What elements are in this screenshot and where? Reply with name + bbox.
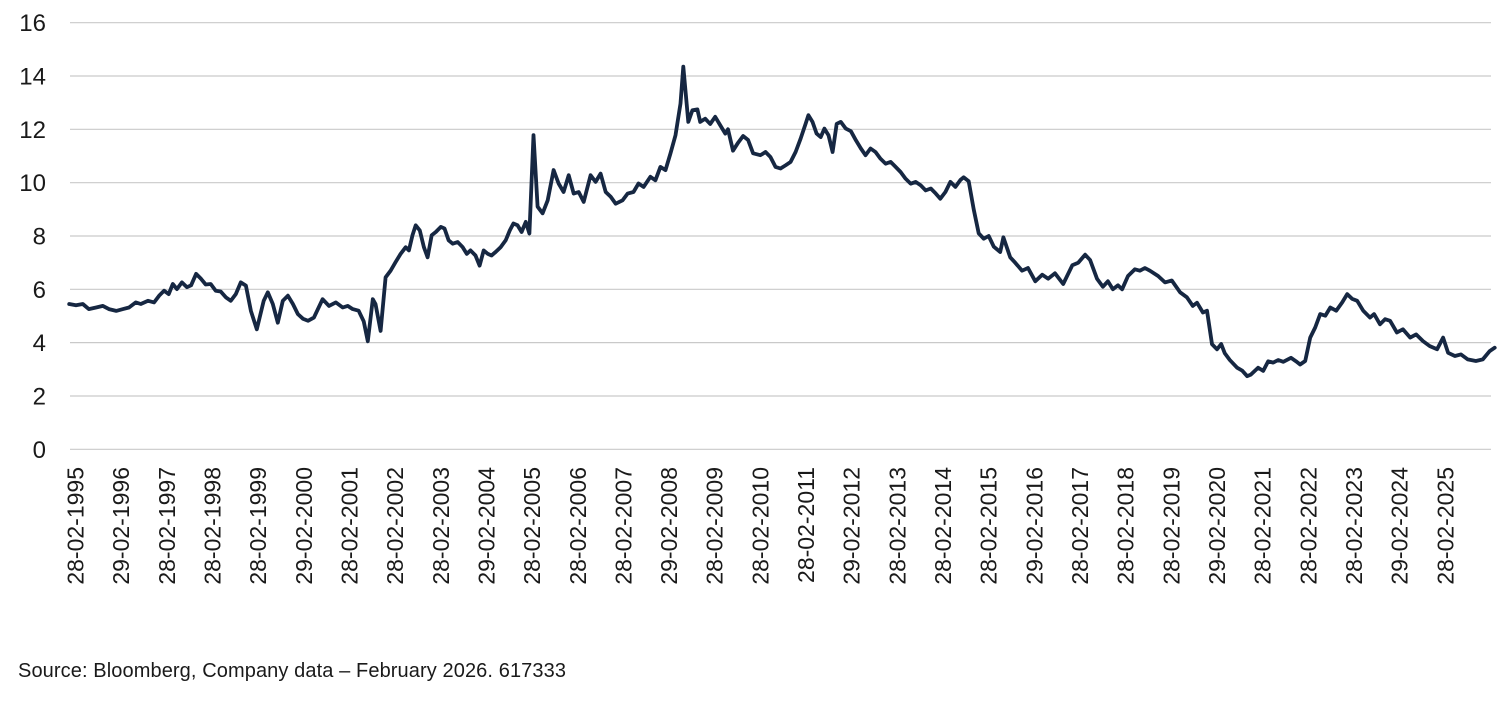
x-tick-label: 28-02-2006 [565, 467, 591, 585]
x-tick-label: 28-02-2010 [747, 467, 773, 585]
x-tick-label: 28-02-2002 [382, 467, 408, 585]
x-tick-label: 28-02-2014 [930, 467, 956, 585]
x-tick-label: 28-02-2003 [428, 467, 454, 585]
x-tick-label: 28-02-2007 [610, 467, 636, 585]
x-tick-label: 28-02-2022 [1295, 467, 1321, 585]
y-tick-label: 14 [19, 64, 46, 91]
y-tick-label: 0 [33, 437, 46, 464]
x-tick-label: 28-02-2005 [519, 467, 545, 585]
x-tick-label: 28-02-1997 [154, 467, 180, 585]
x-tick-label: 28-02-2015 [976, 467, 1002, 585]
x-tick-label: 28-02-2019 [1158, 467, 1184, 585]
price-series-line [67, 64, 1497, 379]
x-tick-label: 29-02-2012 [839, 467, 865, 585]
x-tick-label: 29-02-2008 [656, 467, 682, 585]
y-tick-label: 2 [33, 384, 46, 411]
x-tick-label: 29-02-2004 [473, 467, 499, 585]
y-tick-label: 16 [19, 10, 46, 37]
y-tick-label: 8 [33, 224, 46, 251]
x-tick-label: 28-02-2013 [884, 467, 910, 585]
x-tick-label: 28-02-2021 [1250, 467, 1276, 585]
x-tick-label: 29-02-2024 [1387, 467, 1413, 585]
x-tick-label: 29-02-1996 [108, 467, 134, 585]
x-tick-label: 28-02-2001 [337, 467, 363, 585]
x-tick-label: 29-02-2000 [291, 467, 317, 585]
x-tick-label: 28-02-2023 [1341, 467, 1367, 585]
x-tick-label: 28-02-2009 [702, 467, 728, 585]
y-tick-label: 10 [19, 170, 46, 197]
x-tick-label: 28-02-1995 [63, 467, 89, 585]
y-tick-label: 12 [19, 117, 46, 144]
x-tick-label: 28-02-1998 [200, 467, 226, 585]
x-tick-label: 28-02-1999 [245, 467, 271, 585]
x-tick-label: 29-02-2016 [1021, 467, 1047, 585]
y-tick-label: 6 [33, 277, 46, 304]
source-note: Source: Bloomberg, Company data – Februa… [18, 660, 567, 682]
x-tick-label: 28-02-2018 [1113, 467, 1139, 585]
x-tick-label: 29-02-2020 [1204, 467, 1230, 585]
price-line-chart: 0 2 4 6 8 10 12 14 16 28-02-1995 29-02-1996 28-02-1… [19, 10, 1497, 585]
x-tick-label: 28-02-2025 [1432, 467, 1458, 585]
x-tick-label: 28-02-2017 [1067, 467, 1093, 585]
x-tick-label: 28-02-2011 [793, 467, 819, 583]
y-tick-label: 4 [33, 330, 46, 357]
